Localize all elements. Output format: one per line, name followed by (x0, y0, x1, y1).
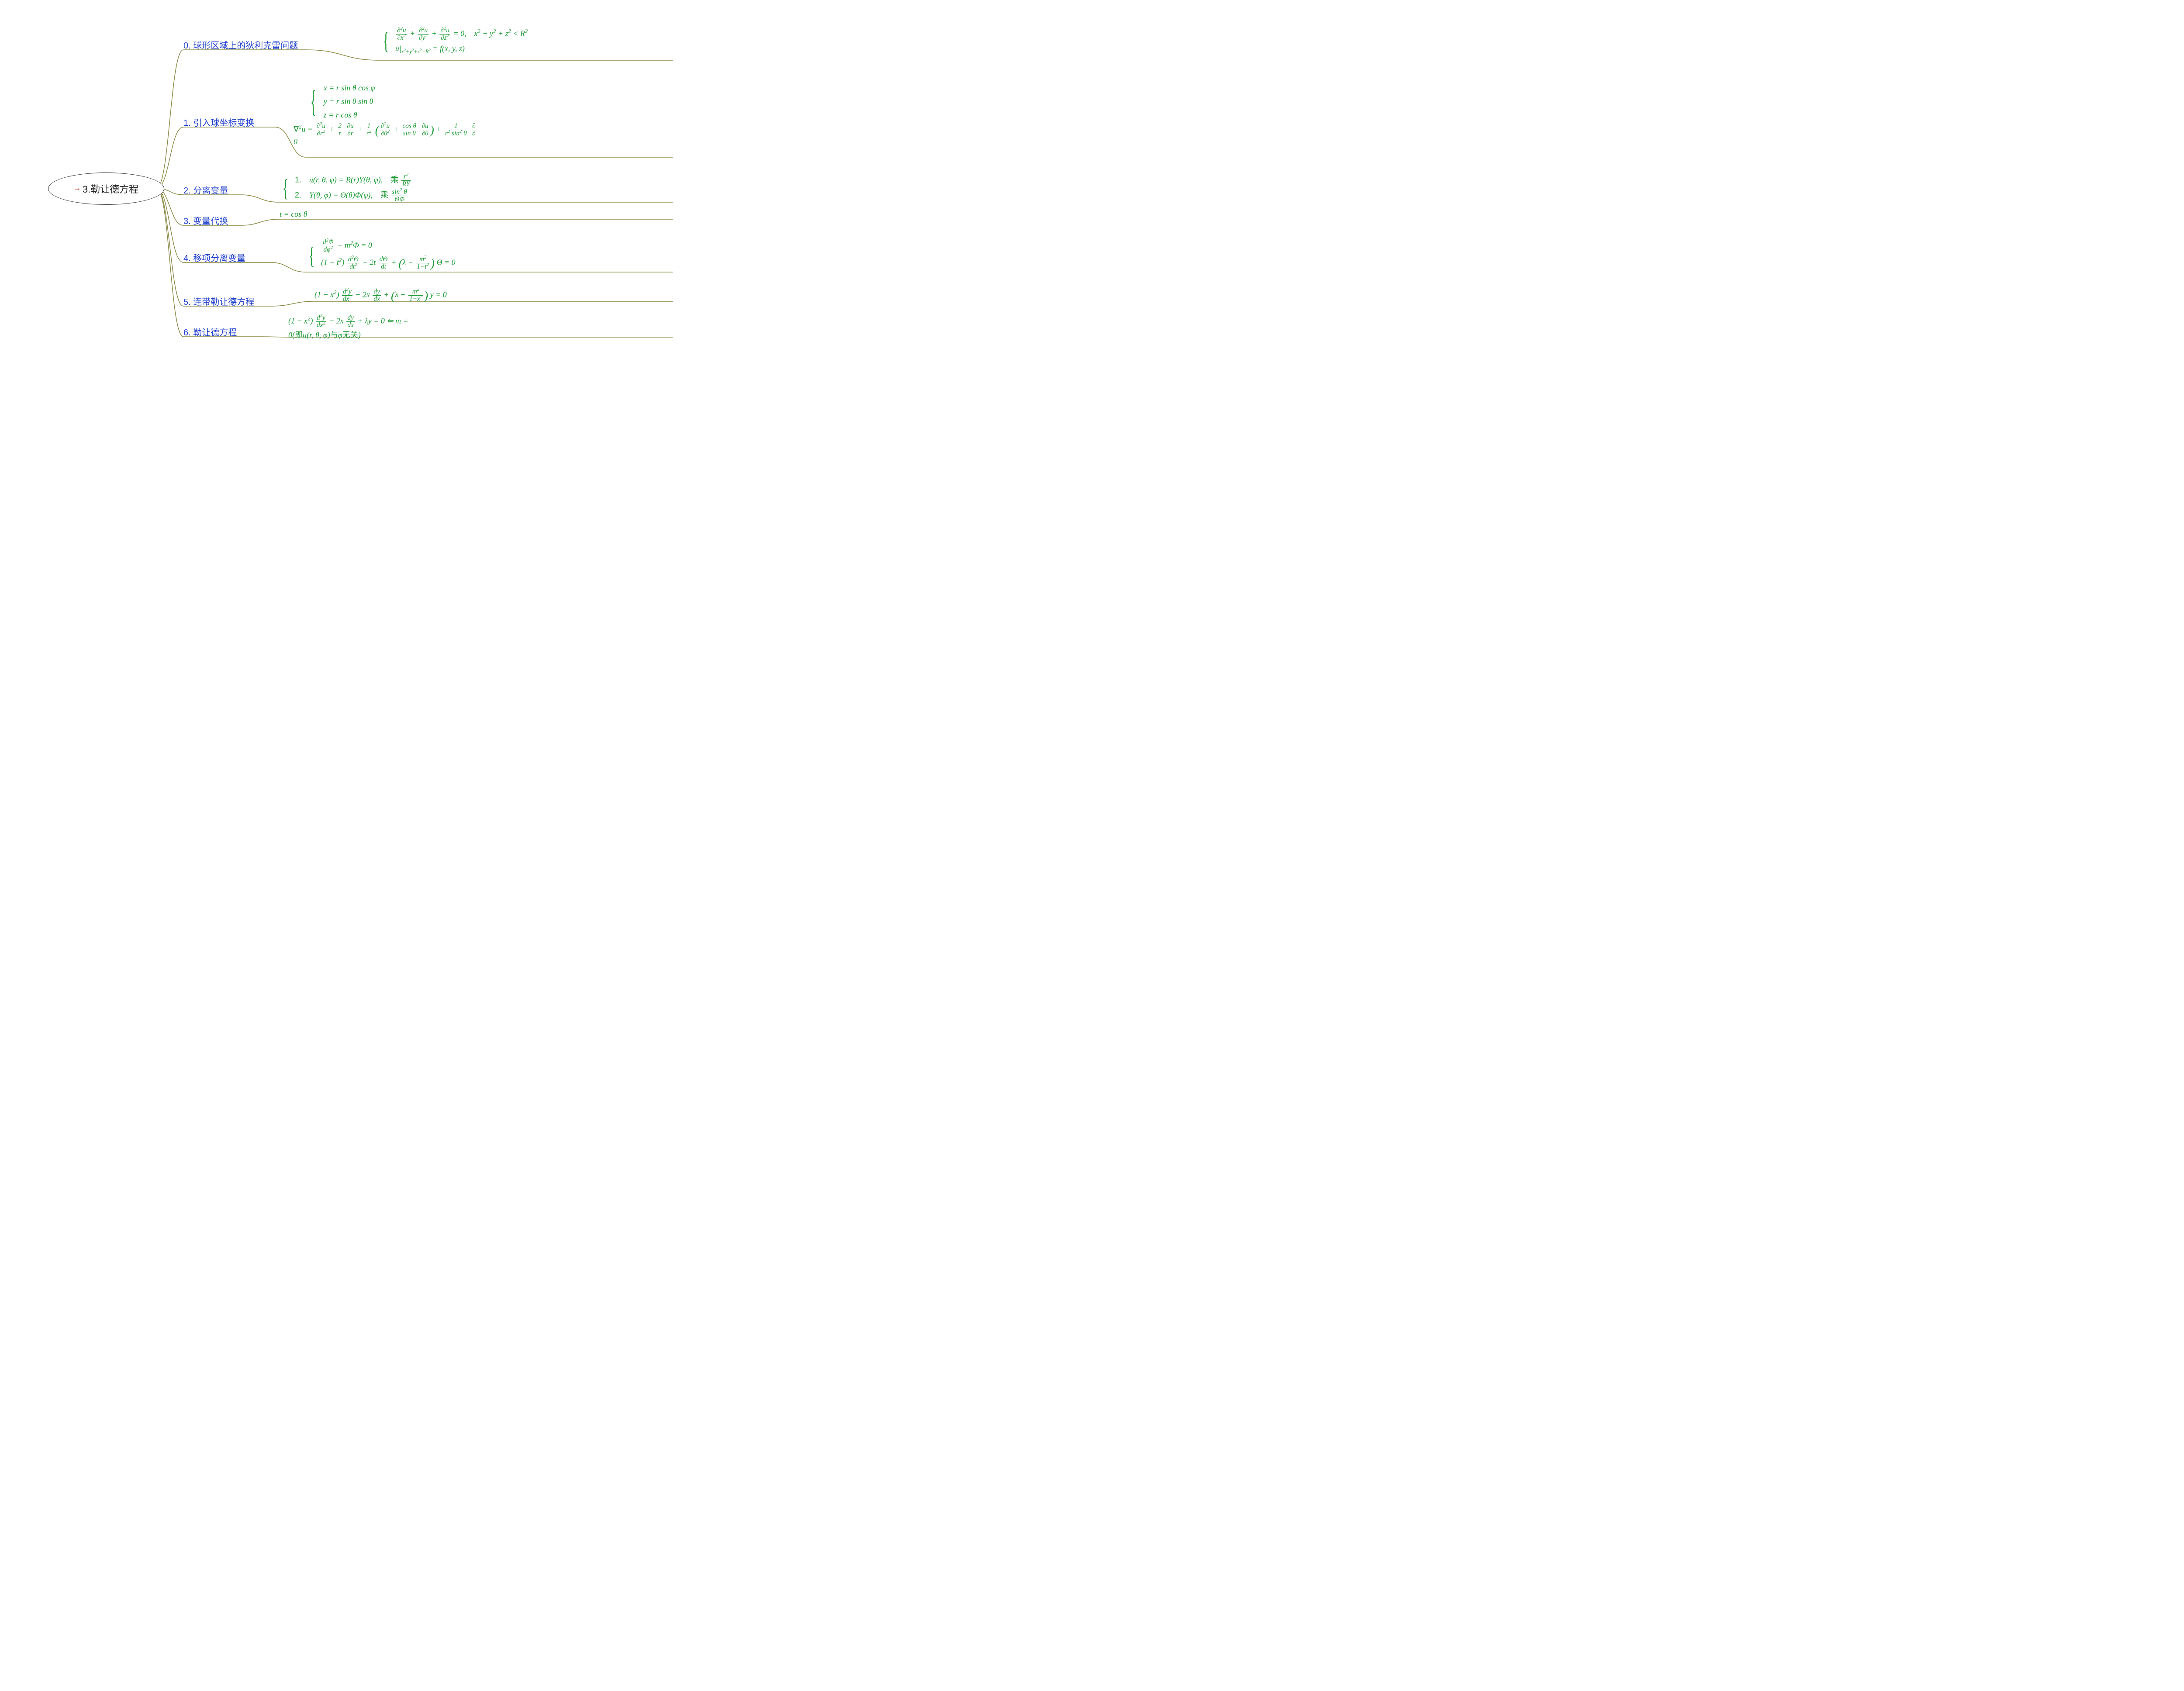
branch-label-5: 5. 连带勒让德方程 (183, 295, 254, 307)
mindmap-canvas: → 3.勒让德方程 0. 球形区域上的狄利克雷问题 {∂2u∂x2 + ∂2u∂y… (0, 0, 673, 375)
branch-label-3: 3. 变量代换 (183, 214, 228, 227)
branch-content-5: (1 − x2) d2ydx2 − 2x dydx + (λ − m21−x2)… (314, 288, 447, 303)
branch-label-4: 4. 移项分离变量 (183, 251, 245, 264)
branch-label-6: 6. 勒让德方程 (183, 325, 237, 338)
branch-content-1: {x = r sin θ cos φy = r sin θ sin θz = r… (306, 81, 477, 146)
branch-label-0: 0. 球形区域上的狄利克雷问题 (183, 38, 298, 51)
root-title: 3.勒让德方程 (83, 182, 138, 196)
root-arrow-icon: → (74, 185, 81, 193)
root-node: → 3.勒让德方程 (48, 173, 164, 205)
branch-content-2: {1. u(r, θ, φ) = R(r)Y(θ, φ), 乘 r2RY2. Y… (280, 173, 411, 204)
branch-content-4: {d2Φdφ2 + m2Φ = 0(1 − t2) d2Θdt2 − 2t dΘ… (306, 238, 456, 274)
branch-content-0: {∂2u∂x2 + ∂2u∂y2 + ∂2u∂z2 = 0, x2 + y2 +… (380, 26, 528, 56)
branch-label-2: 2. 分离变量 (183, 183, 228, 196)
branch-content-3: t = cos θ (280, 210, 307, 219)
branch-label-1: 1. 引入球坐标变换 (183, 116, 254, 128)
branch-content-6: (1 − x2) d2ydx2 − 2x dydx + λy = 0 ⇐ m =… (288, 314, 408, 340)
